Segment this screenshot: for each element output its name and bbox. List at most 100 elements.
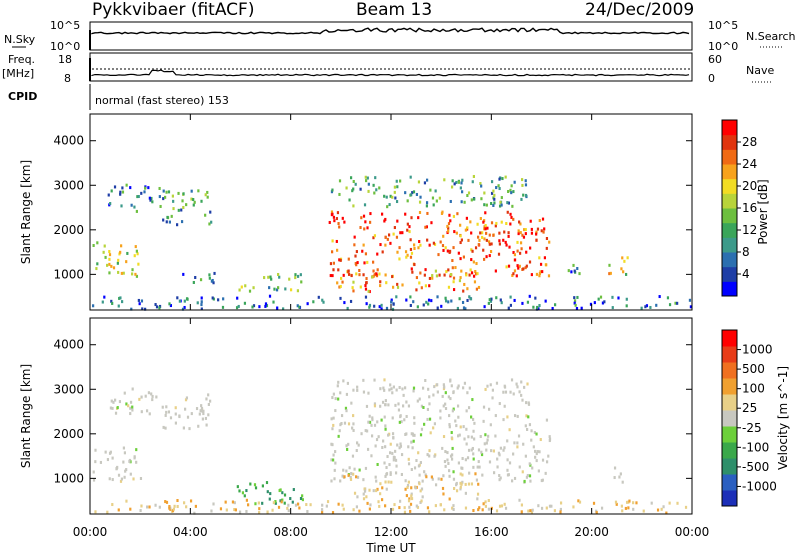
- heat-cell: [378, 272, 381, 276]
- heat-cell: [402, 393, 405, 397]
- heat-cell: [413, 263, 416, 267]
- heat-cell: [331, 188, 334, 192]
- heat-cell: [520, 380, 523, 384]
- heat-cell: [535, 307, 539, 311]
- heat-cell: [180, 208, 183, 212]
- heat-cell: [108, 271, 111, 275]
- heat-cell: [340, 276, 343, 280]
- heat-cell: [479, 217, 482, 221]
- heat-cell: [580, 306, 583, 310]
- heat-cell: [396, 250, 399, 254]
- heat-cell: [408, 225, 411, 229]
- heat-cell: [337, 222, 340, 226]
- heat-cell: [536, 450, 539, 454]
- heat-cell: [371, 416, 374, 420]
- heat-cell: [343, 475, 346, 479]
- heat-cell: [168, 220, 171, 224]
- heat-cell: [96, 241, 99, 245]
- heat-cell: [518, 220, 521, 224]
- heat-cell: [453, 230, 456, 234]
- heat-cell: [518, 465, 521, 469]
- heat-cell: [464, 458, 467, 462]
- heat-cell: [173, 504, 176, 508]
- heat-cell: [503, 502, 506, 506]
- heat-cell: [380, 498, 384, 502]
- heat-cell: [442, 435, 446, 439]
- heat-cell: [523, 479, 526, 483]
- heat-cell: [479, 231, 482, 235]
- heat-cell: [268, 286, 271, 290]
- heat-cell: [404, 386, 407, 390]
- heat-cell: [265, 481, 269, 485]
- colorbar-frame: [721, 329, 738, 507]
- heat-cell: [473, 437, 476, 441]
- heat-cell: [438, 196, 441, 200]
- heat-cell: [526, 473, 529, 477]
- heat-cell: [225, 508, 228, 512]
- heat-cell: [334, 409, 337, 413]
- heat-cell: [372, 260, 375, 264]
- heat-cell: [189, 499, 193, 503]
- heat-cell: [479, 435, 482, 439]
- heat-cell: [428, 284, 431, 288]
- heat-cell: [448, 423, 451, 427]
- heat-cell: [254, 502, 257, 506]
- heat-cell: [494, 434, 497, 438]
- heat-cell: [409, 295, 412, 299]
- heat-cell: [373, 423, 377, 427]
- heat-cell: [443, 178, 446, 182]
- heat-cell: [405, 400, 408, 404]
- heat-cell: [545, 418, 549, 422]
- heat-cell: [515, 274, 518, 278]
- heat-cell: [106, 458, 110, 462]
- heat-cell: [471, 446, 474, 450]
- heat-cell: [520, 510, 523, 514]
- heat-cell: [145, 409, 149, 413]
- heat-cell: [478, 506, 481, 510]
- heat-cell: [509, 390, 512, 394]
- heat-cell: [531, 466, 534, 470]
- heat-cell: [412, 389, 415, 393]
- colorbar-tick-label: 12: [742, 223, 757, 237]
- heat-cell: [180, 220, 184, 224]
- heat-cell: [487, 499, 490, 503]
- x-tick-label: 00:00: [675, 525, 710, 539]
- heat-cell: [131, 268, 134, 272]
- heat-cell: [384, 474, 387, 478]
- heat-cell: [415, 288, 418, 292]
- heat-cell: [632, 507, 635, 511]
- heat-cell: [415, 504, 418, 508]
- heat-cell: [375, 489, 378, 493]
- heat-cell: [655, 303, 658, 307]
- heat-cell: [421, 495, 424, 499]
- heat-cell: [330, 479, 333, 483]
- heat-cell: [416, 399, 419, 403]
- heat-cell: [412, 190, 416, 194]
- heat-cell: [541, 217, 545, 221]
- heat-cell: [117, 270, 120, 274]
- heat-cell: [452, 477, 456, 481]
- heat-cell: [502, 418, 505, 422]
- heat-cell: [104, 255, 107, 259]
- heat-cell: [455, 180, 458, 184]
- heat-cell: [294, 276, 297, 280]
- heat-cell: [281, 491, 284, 495]
- heat-cell: [190, 412, 193, 416]
- heat-cell: [480, 450, 483, 454]
- heat-cell: [524, 454, 527, 458]
- heat-cell: [543, 256, 547, 260]
- heat-cell: [471, 417, 475, 421]
- heat-cell: [484, 227, 487, 231]
- heat-cell: [120, 204, 123, 208]
- heat-cell: [441, 486, 445, 490]
- heat-cell: [365, 277, 368, 281]
- heat-cell: [380, 418, 383, 422]
- heat-cell: [425, 204, 428, 208]
- heat-cell: [125, 402, 128, 406]
- heat-cell: [123, 391, 126, 395]
- colorbar-swatch: [722, 120, 737, 136]
- heat-cell: [447, 222, 451, 226]
- heat-cell: [496, 465, 499, 469]
- y-tick-label: 3000: [53, 178, 84, 192]
- heat-cell: [548, 437, 552, 441]
